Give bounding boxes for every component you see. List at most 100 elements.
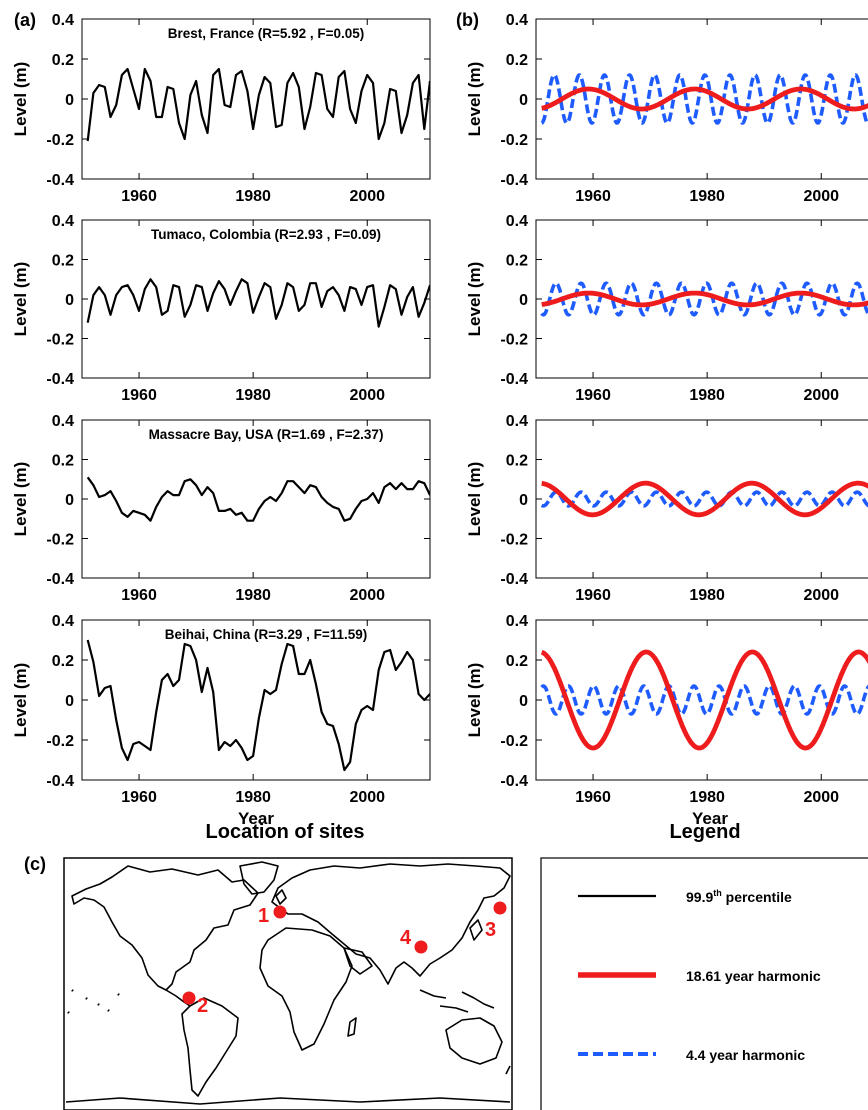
y-tick-label: -0.4 xyxy=(500,773,528,790)
site-label-2: 2 xyxy=(197,995,208,1017)
series-group xyxy=(539,73,868,125)
series-percentile xyxy=(86,278,430,328)
x-tick-label: 1980 xyxy=(689,188,725,205)
series-group xyxy=(86,278,430,328)
y-tick-label: 0 xyxy=(65,292,74,309)
chart-b-3: 0.4 0.2 0 -0.2 -0.4 1960 1980 2000 Level (m) Year xyxy=(465,613,868,828)
chart-title: Brest, France (R=5.92 , F=0.05) xyxy=(168,26,365,41)
site-label-4: 4 xyxy=(400,927,412,949)
plot-area-frame xyxy=(81,619,431,781)
charts-layer: 0.4 0.2 0 -0.2 -0.4 1960 1980 2000 Level (m) Bres… xyxy=(11,12,868,828)
legend-text-percentile-tail: percentile xyxy=(722,889,792,905)
legend-text-percentile: 99.9th percentile xyxy=(686,888,792,905)
series-group xyxy=(86,67,430,142)
y-tick-label: -0.4 xyxy=(46,172,74,189)
y-tick-label: -0.2 xyxy=(46,332,74,349)
x-tick-label: 1980 xyxy=(235,188,271,205)
x-tick-label: 1960 xyxy=(121,587,157,604)
chart-a-3: 0.4 0.2 0 -0.2 -0.4 1960 1980 2000 Level (m) Year… xyxy=(11,613,431,828)
y-tick-label: -0.4 xyxy=(500,571,528,588)
y-tick-label: -0.2 xyxy=(500,132,528,149)
x-tick-label: 2000 xyxy=(349,387,385,404)
series-percentile xyxy=(86,639,430,772)
y-tick-label: -0.4 xyxy=(46,371,74,388)
y-axis-label: Level (m) xyxy=(11,262,30,337)
y-tick-label: -0.4 xyxy=(500,371,528,388)
plot-area-frame xyxy=(81,18,431,180)
legend-frame xyxy=(540,857,868,1110)
y-tick-label: -0.2 xyxy=(46,132,74,149)
series-18yr-harmonic xyxy=(539,480,868,518)
series-4yr-harmonic xyxy=(540,281,868,317)
chart-a-0: 0.4 0.2 0 -0.2 -0.4 1960 1980 2000 Level (m) Bres… xyxy=(11,12,431,205)
site-label-3: 3 xyxy=(485,919,496,941)
legend-text-4yr: 4.4 year harmonic xyxy=(686,1047,805,1063)
series-group xyxy=(86,639,430,772)
site-marker-4 xyxy=(414,940,428,954)
y-tick-label: -0.4 xyxy=(46,571,74,588)
y-tick-label: -0.2 xyxy=(46,532,74,549)
legend-title: Legend xyxy=(669,821,740,843)
chart-title: Massacre Bay, USA (R=1.69 , F=2.37) xyxy=(149,427,384,442)
x-tick-label: 1960 xyxy=(575,789,611,806)
y-tick-label: 0 xyxy=(65,693,74,710)
site-marker-3 xyxy=(493,901,507,915)
x-tick-label: 1980 xyxy=(235,789,271,806)
x-tick-label: 1980 xyxy=(689,587,725,604)
legend-text-18yr: 18.61 year harmonic xyxy=(686,968,821,984)
x-tick-label: 1980 xyxy=(689,387,725,404)
y-tick-label: 0.4 xyxy=(52,413,74,430)
site-marker-2 xyxy=(182,991,196,1005)
series-group xyxy=(539,480,868,518)
x-tick-label: 1980 xyxy=(235,587,271,604)
panel-label-a: (a) xyxy=(14,10,36,30)
chart-b-1: 0.4 0.2 0 -0.2 -0.4 1960 1980 2000 Level (m) xyxy=(465,213,868,404)
y-tick-label: 0.4 xyxy=(506,413,528,430)
series-group xyxy=(539,281,868,317)
y-tick-label: 0.2 xyxy=(52,52,74,69)
y-axis-label: Level (m) xyxy=(465,462,484,537)
y-tick-label: -0.2 xyxy=(500,733,528,750)
chart-a-1: 0.4 0.2 0 -0.2 -0.4 1960 1980 2000 Level (m) Tuma… xyxy=(11,213,431,404)
y-axis-label: Level (m) xyxy=(11,663,30,738)
y-tick-label: -0.2 xyxy=(500,532,528,549)
y-tick-label: 0 xyxy=(519,693,528,710)
map-frame xyxy=(63,857,513,1110)
chart-a-2: 0.4 0.2 0 -0.2 -0.4 1960 1980 2000 Level (m) Mass… xyxy=(11,413,431,604)
x-tick-label: 2000 xyxy=(803,387,839,404)
y-tick-label: -0.2 xyxy=(46,733,74,750)
series-4yr-harmonic xyxy=(540,684,868,716)
chart-b-0: 0.4 0.2 0 -0.2 -0.4 1960 1980 2000 Level (m) xyxy=(465,12,868,205)
x-tick-label: 2000 xyxy=(803,188,839,205)
y-tick-label: -0.2 xyxy=(500,332,528,349)
y-tick-label: 0.2 xyxy=(52,453,74,470)
y-tick-label: 0.2 xyxy=(506,52,528,69)
x-tick-label: 1980 xyxy=(689,789,725,806)
y-axis-label: Level (m) xyxy=(465,262,484,337)
map-title: Location of sites xyxy=(206,821,365,843)
series-percentile xyxy=(86,476,430,522)
y-tick-label: 0 xyxy=(65,492,74,509)
y-tick-label: -0.4 xyxy=(500,172,528,189)
series-percentile xyxy=(86,67,430,142)
x-tick-label: 2000 xyxy=(349,188,385,205)
x-tick-label: 2000 xyxy=(803,789,839,806)
y-tick-label: 0.2 xyxy=(52,653,74,670)
panel-label-b: (b) xyxy=(456,10,479,30)
y-tick-label: -0.4 xyxy=(46,773,74,790)
y-tick-label: 0.4 xyxy=(52,613,74,630)
y-tick-label: 0 xyxy=(519,492,528,509)
y-axis-label: Level (m) xyxy=(11,462,30,537)
chart-title: Tumaco, Colombia (R=2.93 , F=0.09) xyxy=(151,227,381,242)
legend-text-percentile-main: 99.9 xyxy=(686,889,713,905)
legend-text-percentile-sup: th xyxy=(713,888,722,898)
x-tick-label: 1980 xyxy=(235,387,271,404)
chart-b-2: 0.4 0.2 0 -0.2 -0.4 1960 1980 2000 Level (m) xyxy=(465,413,868,604)
plot-area-frame xyxy=(81,419,431,579)
x-axis-label: Year xyxy=(692,809,728,828)
site-marker-1 xyxy=(273,905,287,919)
y-tick-label: 0 xyxy=(65,92,74,109)
y-tick-label: 0 xyxy=(519,292,528,309)
y-tick-label: 0.2 xyxy=(52,253,74,270)
